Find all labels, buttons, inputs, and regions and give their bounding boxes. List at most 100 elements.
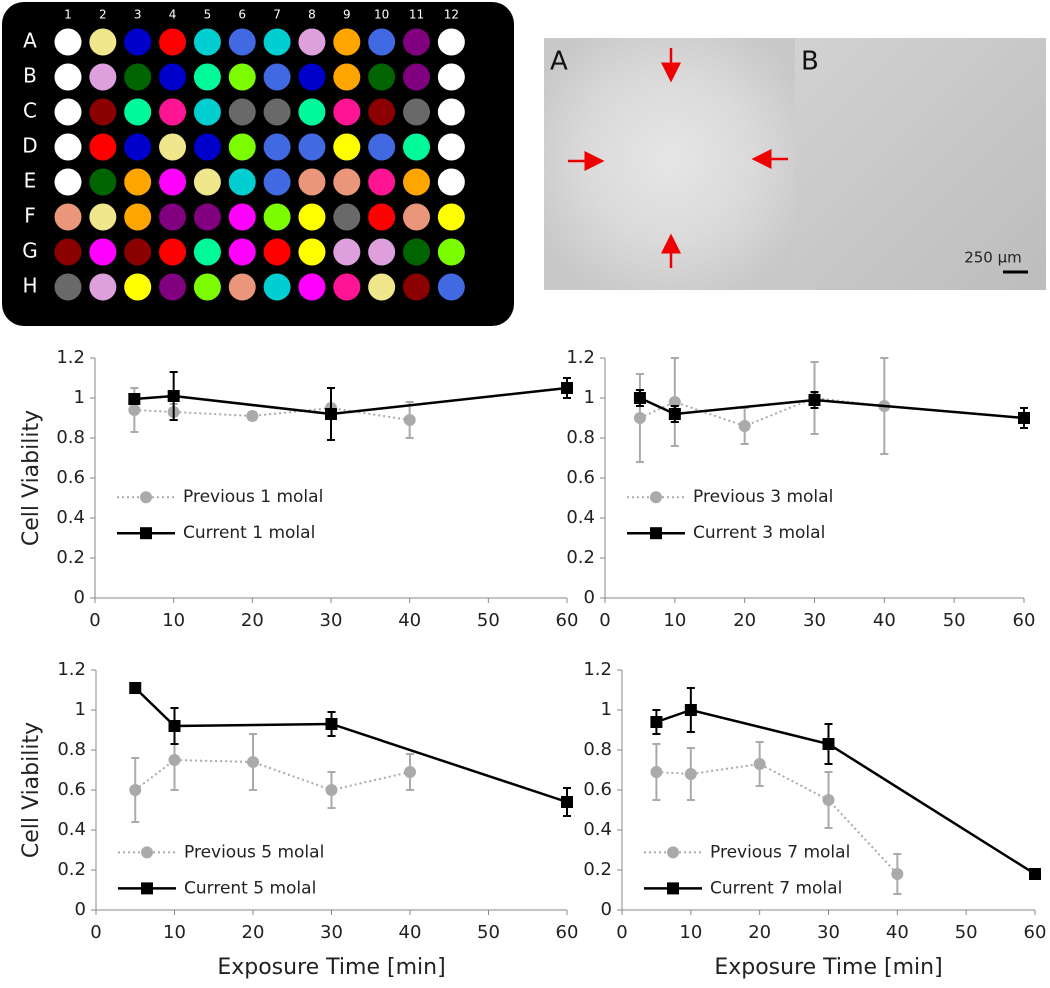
well [159, 133, 187, 161]
well [193, 98, 221, 126]
well [159, 203, 187, 231]
well [298, 168, 326, 196]
well [333, 203, 361, 231]
well [54, 63, 82, 91]
well [298, 98, 326, 126]
well [333, 63, 361, 91]
well [193, 273, 221, 301]
well [54, 168, 82, 196]
well [193, 238, 221, 266]
data-point [891, 868, 904, 880]
panel-a-image [544, 38, 795, 290]
x-tick-label: 60 [1013, 610, 1036, 631]
data-point [167, 390, 180, 402]
data-point [753, 758, 766, 770]
x-tick-label: 40 [886, 922, 909, 943]
data-point [129, 682, 142, 694]
well [298, 133, 326, 161]
x-axis-title: Exposure Time [min] [714, 955, 942, 980]
well [437, 133, 465, 161]
column-label: 10 [374, 8, 389, 22]
series-line [656, 762, 899, 875]
well [124, 168, 152, 196]
well [263, 133, 291, 161]
plate-background [2, 2, 514, 326]
x-tick-label: 0 [616, 922, 627, 943]
y-tick-label: 0 [584, 587, 595, 608]
well [159, 98, 187, 126]
well [124, 273, 152, 301]
y-tick-label: 0.6 [583, 779, 612, 800]
well [368, 133, 396, 161]
well [368, 28, 396, 56]
x-tick-label: 40 [873, 610, 896, 631]
column-label: 8 [308, 8, 316, 22]
data-point [738, 420, 751, 432]
well [403, 98, 430, 126]
well [368, 203, 396, 231]
data-point [1029, 868, 1041, 880]
legend-label: Previous 5 molal [184, 842, 324, 862]
legend-label: Previous 3 molal [693, 487, 833, 507]
y-tick-label: 0.6 [56, 467, 85, 488]
series-line [639, 396, 1025, 420]
well [193, 28, 221, 56]
well [228, 168, 256, 196]
x-tick-label: 20 [241, 610, 264, 631]
series-line [656, 708, 1036, 876]
data-point [633, 412, 646, 424]
well [403, 168, 430, 196]
data-point [128, 404, 141, 416]
data-point [822, 738, 835, 750]
data-point [404, 766, 416, 778]
well [263, 168, 291, 196]
legend-marker [140, 491, 152, 504]
y-tick-label: 0 [601, 899, 612, 920]
micrograph: A B 250 µm [544, 38, 1046, 290]
column-label: 2 [99, 8, 107, 22]
well [263, 28, 291, 56]
data-point [684, 704, 697, 716]
legend-marker [667, 882, 679, 895]
well [333, 98, 361, 126]
well [124, 28, 152, 56]
well [333, 238, 361, 266]
well [263, 273, 291, 301]
y-tick-label: 0.4 [583, 819, 612, 840]
y-tick-label: 1 [74, 387, 85, 408]
well [159, 238, 187, 266]
y-tick-label: 0.8 [583, 739, 612, 760]
y-tick-label: 0 [74, 587, 85, 608]
data-point [822, 794, 835, 806]
y-tick-label: 0.4 [56, 507, 85, 528]
data-point [561, 796, 573, 808]
well [403, 238, 430, 266]
row-label: H [22, 274, 37, 298]
well [124, 63, 152, 91]
well [298, 203, 326, 231]
x-tick-label: 0 [599, 610, 610, 631]
legend-marker [141, 882, 153, 895]
y-tick-label: 1 [601, 699, 612, 720]
well [54, 28, 82, 56]
column-label: 7 [273, 8, 281, 22]
scale-bar-label: 250 µm [964, 249, 1022, 267]
x-tick-label: 60 [556, 610, 579, 631]
legend-marker [667, 846, 679, 859]
well [437, 273, 465, 301]
legend-label: Current 7 molal [710, 878, 842, 898]
row-label: G [22, 239, 38, 263]
chart: 0 0.2 0.4 0.6 0.8 1 1.2 0 10 20 30 40 50 60 Previous 3… [566, 347, 1035, 631]
well [89, 133, 117, 161]
well [228, 273, 256, 301]
well [368, 63, 396, 91]
data-point [684, 768, 697, 780]
well [124, 98, 152, 126]
chart: 0 0.2 0.4 0.6 0.8 1 1.2 0 10 20 30 40 50 60 Exposure T… [583, 659, 1046, 980]
column-label: 12 [444, 8, 459, 22]
well [333, 168, 361, 196]
well [368, 238, 396, 266]
column-label: 9 [343, 8, 351, 22]
row-label: F [24, 204, 36, 228]
y-tick-label: 0 [75, 899, 86, 920]
